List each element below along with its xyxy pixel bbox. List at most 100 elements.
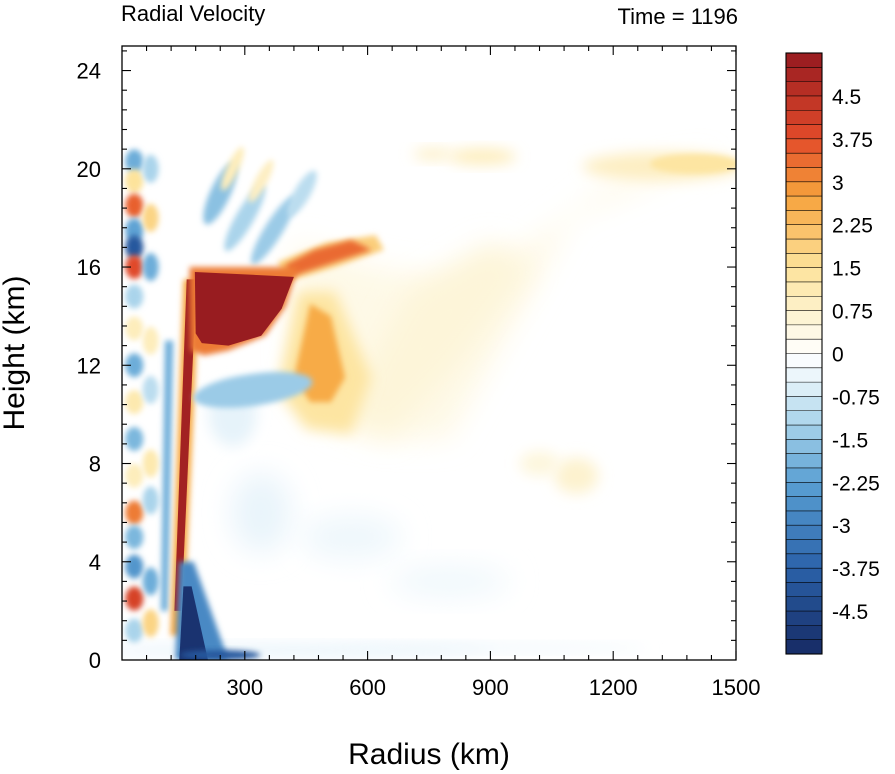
colorbar-label: 2.25 [832,215,873,238]
edge-band-11 [125,463,144,488]
edge-band2-4 [142,375,159,404]
edge-band2-2 [142,253,159,282]
colorbar-label: 1.5 [832,258,861,281]
colorbar-label: 4.5 [832,86,861,109]
y-axis-label: Height (km) [0,275,31,430]
colorbar-bin [786,239,822,254]
colorbar-bin [786,196,822,211]
edge-band-8 [125,353,144,378]
upper-outflow-core [194,271,294,346]
low-level-inflow [179,586,208,660]
colorbar-bin [786,138,822,154]
colorbar-bin [786,611,822,626]
edge-band-12 [125,500,144,525]
colorbar-bin [786,296,822,311]
x-axis-label: Radius (km) [348,738,510,771]
edge-band-1 [125,169,144,194]
y-tick-label: 16 [77,255,101,280]
colorbar-bin [786,439,822,455]
colorbar-label: -1.5 [832,429,868,452]
upper-streak-5 [221,146,245,191]
time-label: Time = 1196 [618,4,738,29]
edge-band2-1 [142,203,159,232]
mid-upper-outflow-2 [413,148,454,161]
outer-patch-2 [519,451,560,476]
below-core-inflow [193,371,313,408]
colorbar-bin [786,224,822,240]
colorbar-bin [786,467,822,483]
colorbar-bin [786,453,822,469]
edge-band-6 [125,284,144,309]
y-tick-label: 20 [77,157,101,182]
x-tick-label: 1500 [712,675,761,700]
x-tick-label: 600 [349,675,386,700]
mid-upper-outflow [448,148,517,165]
faint-inflow-3 [389,565,510,598]
eyewall-band [174,279,197,611]
colorbar-bin [786,582,822,598]
colorbar-label: -4.5 [832,601,868,624]
edge-band2-3 [142,326,159,355]
edge-band-13 [125,525,144,550]
edge-band-16 [125,618,144,643]
upper-streak-6 [248,159,274,203]
colorbar-bin [786,67,822,83]
colorbar-label: -2.25 [832,472,880,495]
colorbar-label: 0.75 [832,301,873,324]
colorbar-bin [786,339,822,354]
velocity-field [122,146,736,660]
edge-band-15 [125,586,144,611]
colorbar-bin [786,181,822,197]
edge-band-3 [125,218,144,243]
colorbar-bin [786,410,822,426]
colorbar-frame [785,52,823,655]
x-tick-label: 900 [472,675,509,700]
x-tick-label: 1200 [589,675,638,700]
y-tick-label: 12 [77,353,101,378]
upper-streak-2 [224,184,266,252]
edge-band-14 [125,554,144,579]
colorbar-bin [786,496,822,512]
edge-band-0 [125,149,144,174]
plot-frame [121,45,737,661]
colorbar-bin [786,553,822,569]
surface-inflow-2 [330,643,651,652]
colorbar-bin [786,539,822,555]
colorbar-label: 0 [832,344,844,367]
edge-band2-0 [142,154,159,183]
colorbar-bin [786,525,822,540]
edge-band-5 [125,255,144,280]
colorbar-bin [786,281,822,297]
colorbar-labels: 4.5 3.75 3 2.25 1.5 0.75 0 -0.75 -1.5 -2.25 -3 -3.7… [832,86,880,624]
colorbar-bin [786,310,822,326]
colorbar-bin [786,425,822,440]
colorbar-label: 3.75 [832,129,873,152]
colorbar-bin [786,210,822,226]
faint-inflow-2 [301,515,402,560]
edge-band-10 [125,426,144,451]
edge-band2-5 [142,449,159,478]
colorbar-bin [786,639,822,655]
edge-band-7 [125,316,144,341]
colorbar-bin [786,625,822,641]
colorbar-bin [786,81,822,97]
colorbar-label: -3.75 [832,558,880,581]
chart-title: Radial Velocity [121,1,265,26]
faint-inflow-1 [231,472,292,553]
edge-band2-6 [142,486,159,515]
outflow-tail [285,240,372,277]
colorbar-bin [786,596,822,612]
colorbar-label: -0.75 [832,386,880,409]
colorbar-bin [786,482,822,497]
upper-streak-3 [250,195,296,265]
colorbar [785,52,823,655]
colorbar-bin [786,267,822,283]
y-tick-label: 24 [77,59,101,84]
edge-band-2 [125,193,144,218]
colorbar-bin [786,53,822,68]
outer-patch-1 [554,457,599,494]
axis-ticks [122,46,737,660]
colorbar-bin [786,153,822,168]
edge-band2-8 [142,609,159,638]
